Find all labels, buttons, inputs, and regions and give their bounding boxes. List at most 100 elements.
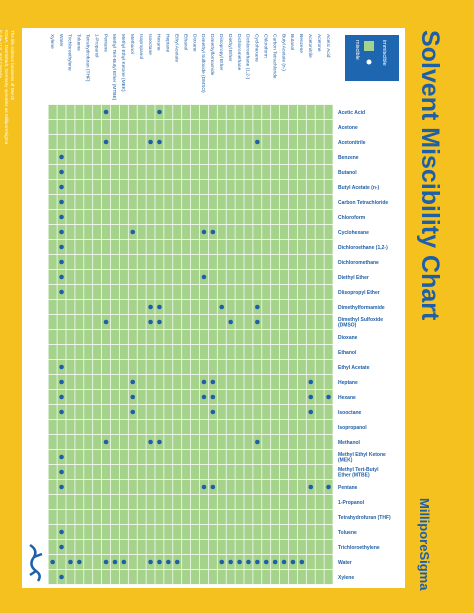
immiscible-dot [148, 319, 153, 325]
column-label: Isooctane [147, 34, 153, 55]
column-label: Methyl Ethyl Ketone (MEK) [120, 34, 126, 92]
row-label: Isooctane [338, 410, 362, 416]
row-label: Xylene [338, 575, 354, 581]
immiscible-dot [219, 304, 225, 310]
row-label: Isopropanol [338, 425, 367, 431]
immiscible-dot [77, 559, 82, 565]
column-label: Methanol [129, 34, 135, 54]
immiscible-dot [59, 484, 64, 490]
column-label: Acetic Acid [325, 34, 331, 58]
immiscible-dot [308, 394, 314, 400]
row-label: Diethyl Ether [338, 275, 369, 281]
immiscible-dot [299, 559, 305, 565]
immiscible-dot [59, 259, 64, 265]
immiscible-dot [59, 229, 64, 235]
column-label: Ethanol [182, 34, 188, 50]
row-label: Dichloromethane [338, 260, 379, 266]
immiscible-dot [308, 409, 314, 415]
immiscible-dot [272, 559, 278, 565]
brand: MilliporeSigma [417, 498, 432, 591]
immiscible-dot [130, 409, 136, 415]
immiscible-dot [121, 559, 127, 565]
immiscible-dot [255, 559, 260, 565]
column-label: 1-Propanol [93, 34, 99, 57]
row-label: Methyl Tert-Butyl Ether (MTBE) [338, 467, 379, 479]
immiscible-dot [219, 559, 225, 565]
immiscible-dot [148, 559, 153, 565]
column-label: Benzene [298, 34, 304, 53]
row-label: Diisopropyl Ether [338, 290, 380, 296]
immiscible-dot [228, 559, 233, 565]
immiscible-dot [326, 484, 331, 490]
column-label: Dimethylformamide [209, 34, 215, 76]
legend-miscible: miscible [354, 40, 360, 60]
immiscible-dot [59, 409, 64, 415]
immiscible-dot [50, 559, 55, 565]
column-label: Xylene [49, 34, 55, 49]
row-label: Carbon Tetrachloride [338, 200, 388, 206]
row-label: Acetonitrile [338, 140, 366, 146]
column-label: Tetrahydrofuran (THF) [84, 34, 90, 82]
immiscible-dot [210, 229, 216, 235]
column-label: Chloroform [262, 34, 268, 58]
immiscible-dot [210, 409, 216, 415]
column-label: Methyl Tert-Butyl Ether (MTBE) [111, 34, 117, 101]
immiscible-dot [228, 319, 233, 325]
column-label: Isopropanol [138, 34, 144, 59]
column-label: Hexane [156, 34, 162, 51]
row-label: Tetrahydrofuran (THF) [338, 515, 391, 521]
column-label: Dichloroethane (1,2-) [245, 34, 251, 79]
column-label: Diethyl Ether [227, 34, 233, 62]
immiscible-dot [201, 229, 207, 235]
immiscible-dot [148, 439, 153, 445]
immiscible-dot [103, 439, 109, 445]
title: Solvent Miscibility Chart [416, 30, 444, 321]
row-label: Butyl Acetate (n-) [338, 185, 380, 191]
logo-icon [29, 543, 43, 582]
immiscible-dot [59, 199, 64, 205]
column-label: Toluene [76, 34, 82, 51]
immiscible-dot [237, 559, 242, 565]
immiscible-dot [59, 274, 64, 280]
immiscible-dot [174, 559, 180, 565]
column-label: Acetone [316, 34, 322, 52]
immiscible-dot [59, 289, 64, 295]
row-label: Dimethylformamide [338, 305, 385, 311]
immiscible-dot [59, 574, 64, 580]
column-label: Butyl Acetate (n-) [280, 34, 286, 71]
immiscible-dot [59, 454, 64, 460]
row-label: Benzene [338, 155, 359, 161]
immiscible-dot [112, 559, 118, 565]
immiscible-dot [103, 319, 109, 325]
immiscible-dot [130, 379, 136, 385]
immiscible-dot [68, 559, 73, 565]
row-label: Heptane [338, 380, 358, 386]
row-label: Acetone [338, 125, 358, 131]
immiscible-dot [59, 544, 64, 550]
row-label: Dichloroethane (1,2-) [338, 245, 388, 251]
immiscible-dot [255, 319, 260, 325]
immiscible-dot [59, 469, 64, 475]
immiscible-dot [255, 439, 260, 445]
immiscible-dot [326, 394, 331, 400]
immiscible-dot [157, 304, 162, 310]
immiscible-dot [290, 559, 296, 565]
column-label: Water [58, 34, 64, 47]
immiscible-dot [157, 109, 162, 115]
row-label: Methanol [338, 440, 361, 446]
row-label: Dioxane [338, 335, 358, 341]
row-label: Ethanol [338, 350, 357, 356]
immiscible-dot [59, 214, 64, 220]
immiscible-dot [59, 394, 64, 400]
immiscible-dot [148, 139, 153, 145]
row-label: Methyl Ethyl Ketone (MEK) [338, 452, 386, 464]
immiscible-dot [148, 304, 153, 310]
column-label: Butanol [289, 34, 295, 50]
immiscible-dot [201, 394, 207, 400]
immiscible-dot [103, 109, 109, 115]
row-label: Ethyl Acetate [338, 365, 370, 371]
immiscible-dot [157, 139, 162, 145]
immiscible-dot [130, 394, 136, 400]
row-label: Trichloroethylene [338, 545, 380, 551]
